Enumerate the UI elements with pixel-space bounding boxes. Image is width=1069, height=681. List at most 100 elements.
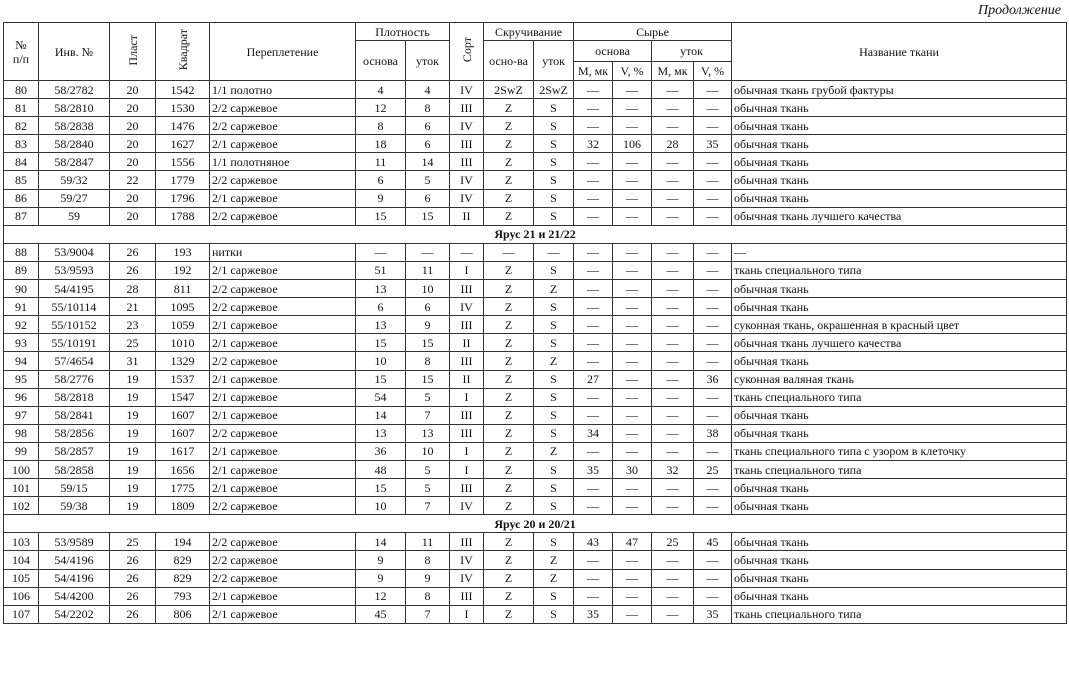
header-cell: Пласт bbox=[109, 22, 156, 81]
cell: Z bbox=[483, 260, 535, 281]
cell: — bbox=[573, 242, 614, 262]
cell: 58/2818 bbox=[38, 387, 110, 407]
cell: 54/2202 bbox=[38, 604, 110, 624]
cell: — bbox=[573, 496, 614, 516]
cell: S bbox=[533, 586, 575, 606]
data-row: 104 54/4196 26 829 2/2 саржевое 9 8 IV Z Z — — — — обы… bbox=[3, 550, 1068, 570]
cell: 193 bbox=[155, 242, 210, 262]
cell: 2/1 саржевое bbox=[209, 604, 356, 624]
cell: 100 bbox=[3, 459, 39, 480]
cell: S bbox=[533, 405, 575, 425]
cell: обычная ткань bbox=[731, 405, 1068, 425]
cell: 19 bbox=[109, 423, 156, 443]
cell: IV bbox=[449, 496, 485, 516]
cell: 2/2 саржевое bbox=[209, 170, 356, 190]
cell: 4 bbox=[404, 79, 451, 100]
data-row: 87 59 20 1788 2/2 саржевое 15 15 II Z S — — — — обычна… bbox=[3, 206, 1068, 226]
cell: 1775 bbox=[155, 478, 210, 498]
cell: Z bbox=[483, 478, 535, 498]
cell: 1542 bbox=[155, 79, 210, 100]
header-cell: уток bbox=[533, 40, 575, 81]
cell: — bbox=[651, 550, 695, 570]
cell: S bbox=[533, 423, 575, 443]
data-row: 100 58/2858 19 1656 2/1 саржевое 48 5 I Z S 35 30 32… bbox=[3, 459, 1068, 480]
cell: 58/2776 bbox=[38, 369, 110, 389]
cell: обычная ткань bbox=[731, 188, 1068, 208]
header-row: основа уток осно-ва уток основа уток bbox=[4, 40, 1067, 81]
cell: II bbox=[449, 333, 485, 353]
cell: 2SwZ bbox=[533, 79, 575, 100]
header-text: Квадрат bbox=[175, 29, 190, 71]
cell: 54/4195 bbox=[38, 279, 110, 299]
cell: обычная ткань bbox=[731, 532, 1068, 552]
cell: — bbox=[573, 387, 614, 407]
cell: S bbox=[533, 188, 575, 208]
cell: 25 bbox=[651, 532, 695, 552]
cell: 81 bbox=[3, 98, 39, 118]
cell: 59 bbox=[38, 206, 110, 226]
cell: обычная ткань bbox=[731, 152, 1068, 172]
cell: 20 bbox=[109, 98, 156, 118]
cell: 58/2810 bbox=[38, 98, 110, 118]
cell: 35 bbox=[693, 604, 733, 624]
data-row: 95 58/2776 19 1537 2/1 саржевое 15 15 II Z S 27— —3… bbox=[3, 369, 1068, 389]
cell: S bbox=[533, 496, 575, 516]
cell: 80 bbox=[3, 79, 39, 100]
data-row: 105 54/4196 26 829 2/2 саржевое 9 9 IV Z Z — — — — обы… bbox=[3, 568, 1068, 588]
data-row: 93 55/10191 25 1010 2/1 саржевое 15 15 II Z S — — — —… bbox=[3, 333, 1068, 353]
cell: 6 bbox=[404, 297, 451, 317]
cell: 9 bbox=[404, 315, 451, 335]
cell: 45 bbox=[355, 604, 406, 624]
cell: — bbox=[573, 170, 614, 190]
header-cell: V, % bbox=[693, 61, 733, 81]
cell: 1656 bbox=[155, 459, 210, 480]
cell: — bbox=[612, 351, 653, 371]
cell: 2/2 саржевое bbox=[209, 550, 356, 570]
cell: — bbox=[651, 387, 695, 407]
cell: S bbox=[533, 297, 575, 317]
cell: 1537 bbox=[155, 369, 210, 389]
cell: 192 bbox=[155, 260, 210, 281]
cell: IV bbox=[449, 550, 485, 570]
cell: — bbox=[693, 333, 733, 353]
cell: 21 bbox=[109, 297, 156, 317]
cell: S bbox=[533, 333, 575, 353]
cell: 53/9593 bbox=[38, 260, 110, 281]
cell: 6 bbox=[355, 297, 406, 317]
cell: I bbox=[449, 459, 485, 480]
cell: 59/32 bbox=[38, 170, 110, 190]
cell: III bbox=[449, 405, 485, 425]
cell: 11 bbox=[404, 260, 451, 281]
header-cell: M, мк bbox=[573, 61, 614, 81]
cell: S bbox=[533, 98, 575, 118]
cell: 10 bbox=[404, 279, 451, 299]
fabric-table: № п/п Инв. № Пласт Квадрат Переплетение … bbox=[2, 22, 1068, 624]
cell: 1627 bbox=[155, 134, 210, 154]
cell: 54/4196 bbox=[38, 568, 110, 588]
cell: 2/1 саржевое bbox=[209, 333, 356, 353]
cell: 2SwZ bbox=[483, 79, 535, 100]
cell: S bbox=[533, 152, 575, 172]
cell: — bbox=[612, 586, 653, 606]
cell: IV bbox=[449, 297, 485, 317]
cell: 5 bbox=[404, 170, 451, 190]
cell: 13 bbox=[404, 423, 451, 443]
cell: 1530 bbox=[155, 98, 210, 118]
data-row: 97 58/2841 19 1607 2/1 саржевое 14 7 III Z S — — — — о… bbox=[3, 405, 1068, 425]
cell: — bbox=[651, 604, 695, 624]
cell: Z bbox=[533, 550, 575, 570]
cell: 38 bbox=[693, 423, 733, 443]
cell: 19 bbox=[109, 496, 156, 516]
cell: 36 bbox=[693, 369, 733, 389]
cell: обычная ткань bbox=[731, 586, 1068, 606]
cell: IV bbox=[449, 188, 485, 208]
cell: 10 bbox=[404, 441, 451, 461]
cell: — bbox=[651, 98, 695, 118]
cell: 93 bbox=[3, 333, 39, 353]
data-row: 101 59/15 19 1775 2/1 саржевое 15 5 III Z S — — — — об… bbox=[3, 478, 1068, 498]
data-row: 85 59/32 22 1779 2/2 саржевое 6 5 IV Z S — — — — обычн… bbox=[3, 170, 1068, 190]
cell: — bbox=[651, 279, 695, 299]
cell: 20 bbox=[109, 116, 156, 136]
cell: 54/4200 bbox=[38, 586, 110, 606]
